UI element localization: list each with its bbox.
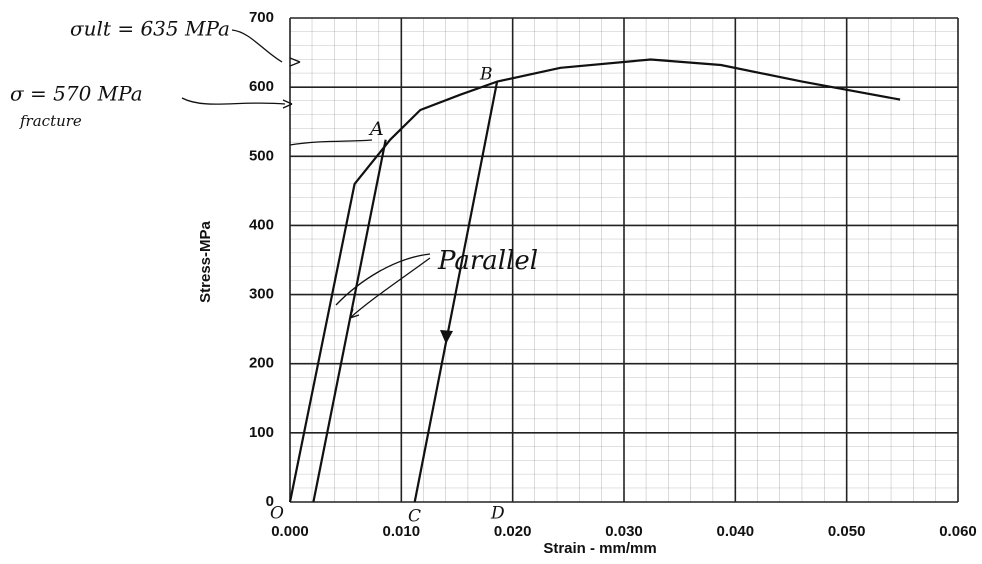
y-tick-label: 100 [249,424,274,441]
annotation: fracture [19,112,82,130]
y-tick-label: 600 [249,78,274,95]
x-tick-label: 0.050 [828,523,866,540]
point-label: O [270,504,284,524]
point-label: B [479,65,493,85]
annotation: σult = 635 MPa [70,17,230,41]
stress-strain-line [312,139,387,503]
annotation-arrow [289,139,373,146]
y-tick-label: 0 [266,493,274,510]
y-axis-title: Stress-MPa [197,220,214,302]
x-axis-title: Strain - mm/mm [543,540,656,557]
x-tick-label: 0.060 [939,523,977,540]
annotation-arrow [181,97,286,105]
x-tick-label: 0.040 [717,523,755,540]
y-tick-label: 700 [249,9,274,26]
stress-strain-line [413,81,499,503]
annotation: σ = 570 MPa [10,82,143,106]
x-tick-label: 0.000 [271,523,309,540]
x-tick-label: 0.030 [605,523,643,540]
y-tick-label: 200 [249,355,274,372]
x-tick-label: 0.010 [383,523,421,540]
x-tick-label: 0.020 [494,523,532,540]
annotation-arrow [335,253,431,319]
point-label: C [408,507,421,527]
y-tick-label: 500 [249,147,274,164]
point-label: D [490,504,505,524]
point-label: A [368,118,384,140]
annotation: Parallel [437,246,538,276]
annotation-arrow [231,29,283,63]
annotation-arrow [289,57,301,67]
y-tick-label: 400 [249,216,274,233]
annotation-arrow [282,99,293,109]
direction-arrow [440,330,453,344]
y-tick-label: 300 [249,286,274,303]
annotation-arrow [349,308,360,319]
